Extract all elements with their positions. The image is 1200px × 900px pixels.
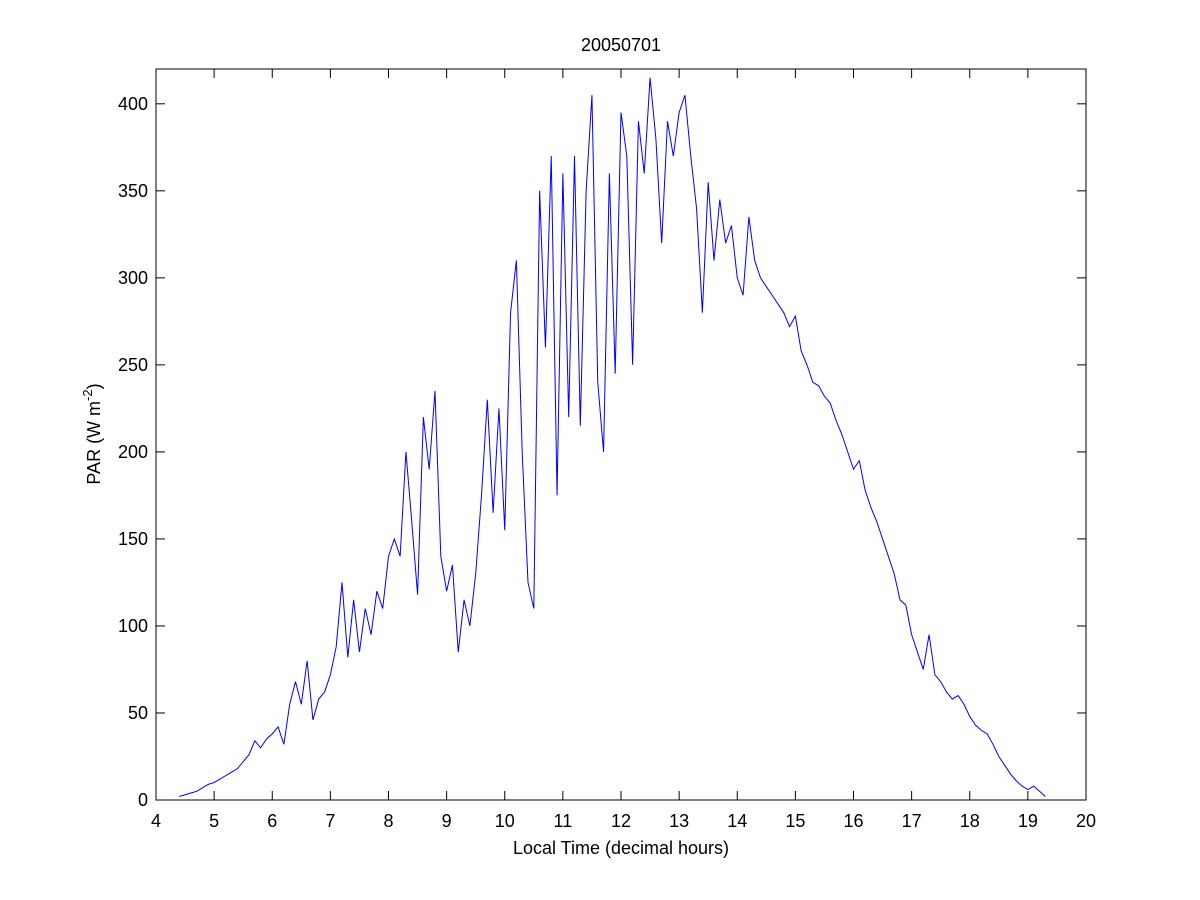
x-tick-label: 7	[325, 811, 335, 831]
y-axis-label-sup: -2	[80, 389, 95, 401]
x-tick-label: 6	[267, 811, 277, 831]
chart-title: 20050701	[581, 35, 661, 55]
x-axis-label: Local Time (decimal hours)	[513, 838, 729, 858]
y-tick-label: 300	[118, 268, 148, 288]
x-tick-label: 10	[495, 811, 515, 831]
y-tick-label: 200	[118, 442, 148, 462]
x-tick-label: 14	[727, 811, 747, 831]
y-axis-label-end: )	[84, 383, 104, 389]
y-tick-label: 100	[118, 616, 148, 636]
y-tick-label: 400	[118, 94, 148, 114]
x-tick-label: 5	[209, 811, 219, 831]
x-tick-label: 13	[669, 811, 689, 831]
x-tick-label: 12	[611, 811, 631, 831]
y-tick-label: 250	[118, 355, 148, 375]
y-axis-label: PAR (W m-2)	[80, 383, 104, 484]
x-tick-label: 20	[1076, 811, 1096, 831]
data-line	[179, 77, 1046, 797]
y-tick-label: 150	[118, 529, 148, 549]
x-tick-label: 15	[785, 811, 805, 831]
x-tick-label: 17	[902, 811, 922, 831]
x-tick-label: 8	[383, 811, 393, 831]
x-tick-label: 16	[843, 811, 863, 831]
y-tick-label: 350	[118, 181, 148, 201]
x-tick-label: 18	[960, 811, 980, 831]
y-axis-label-main: PAR (W m	[84, 401, 104, 485]
x-tick-label: 4	[151, 811, 161, 831]
x-tick-label: 9	[442, 811, 452, 831]
y-tick-label: 0	[138, 790, 148, 810]
plot-frame	[155, 68, 1087, 801]
x-tick-label: 11	[554, 811, 573, 831]
y-tick-label: 50	[128, 703, 148, 723]
x-tick-label: 19	[1018, 811, 1038, 831]
